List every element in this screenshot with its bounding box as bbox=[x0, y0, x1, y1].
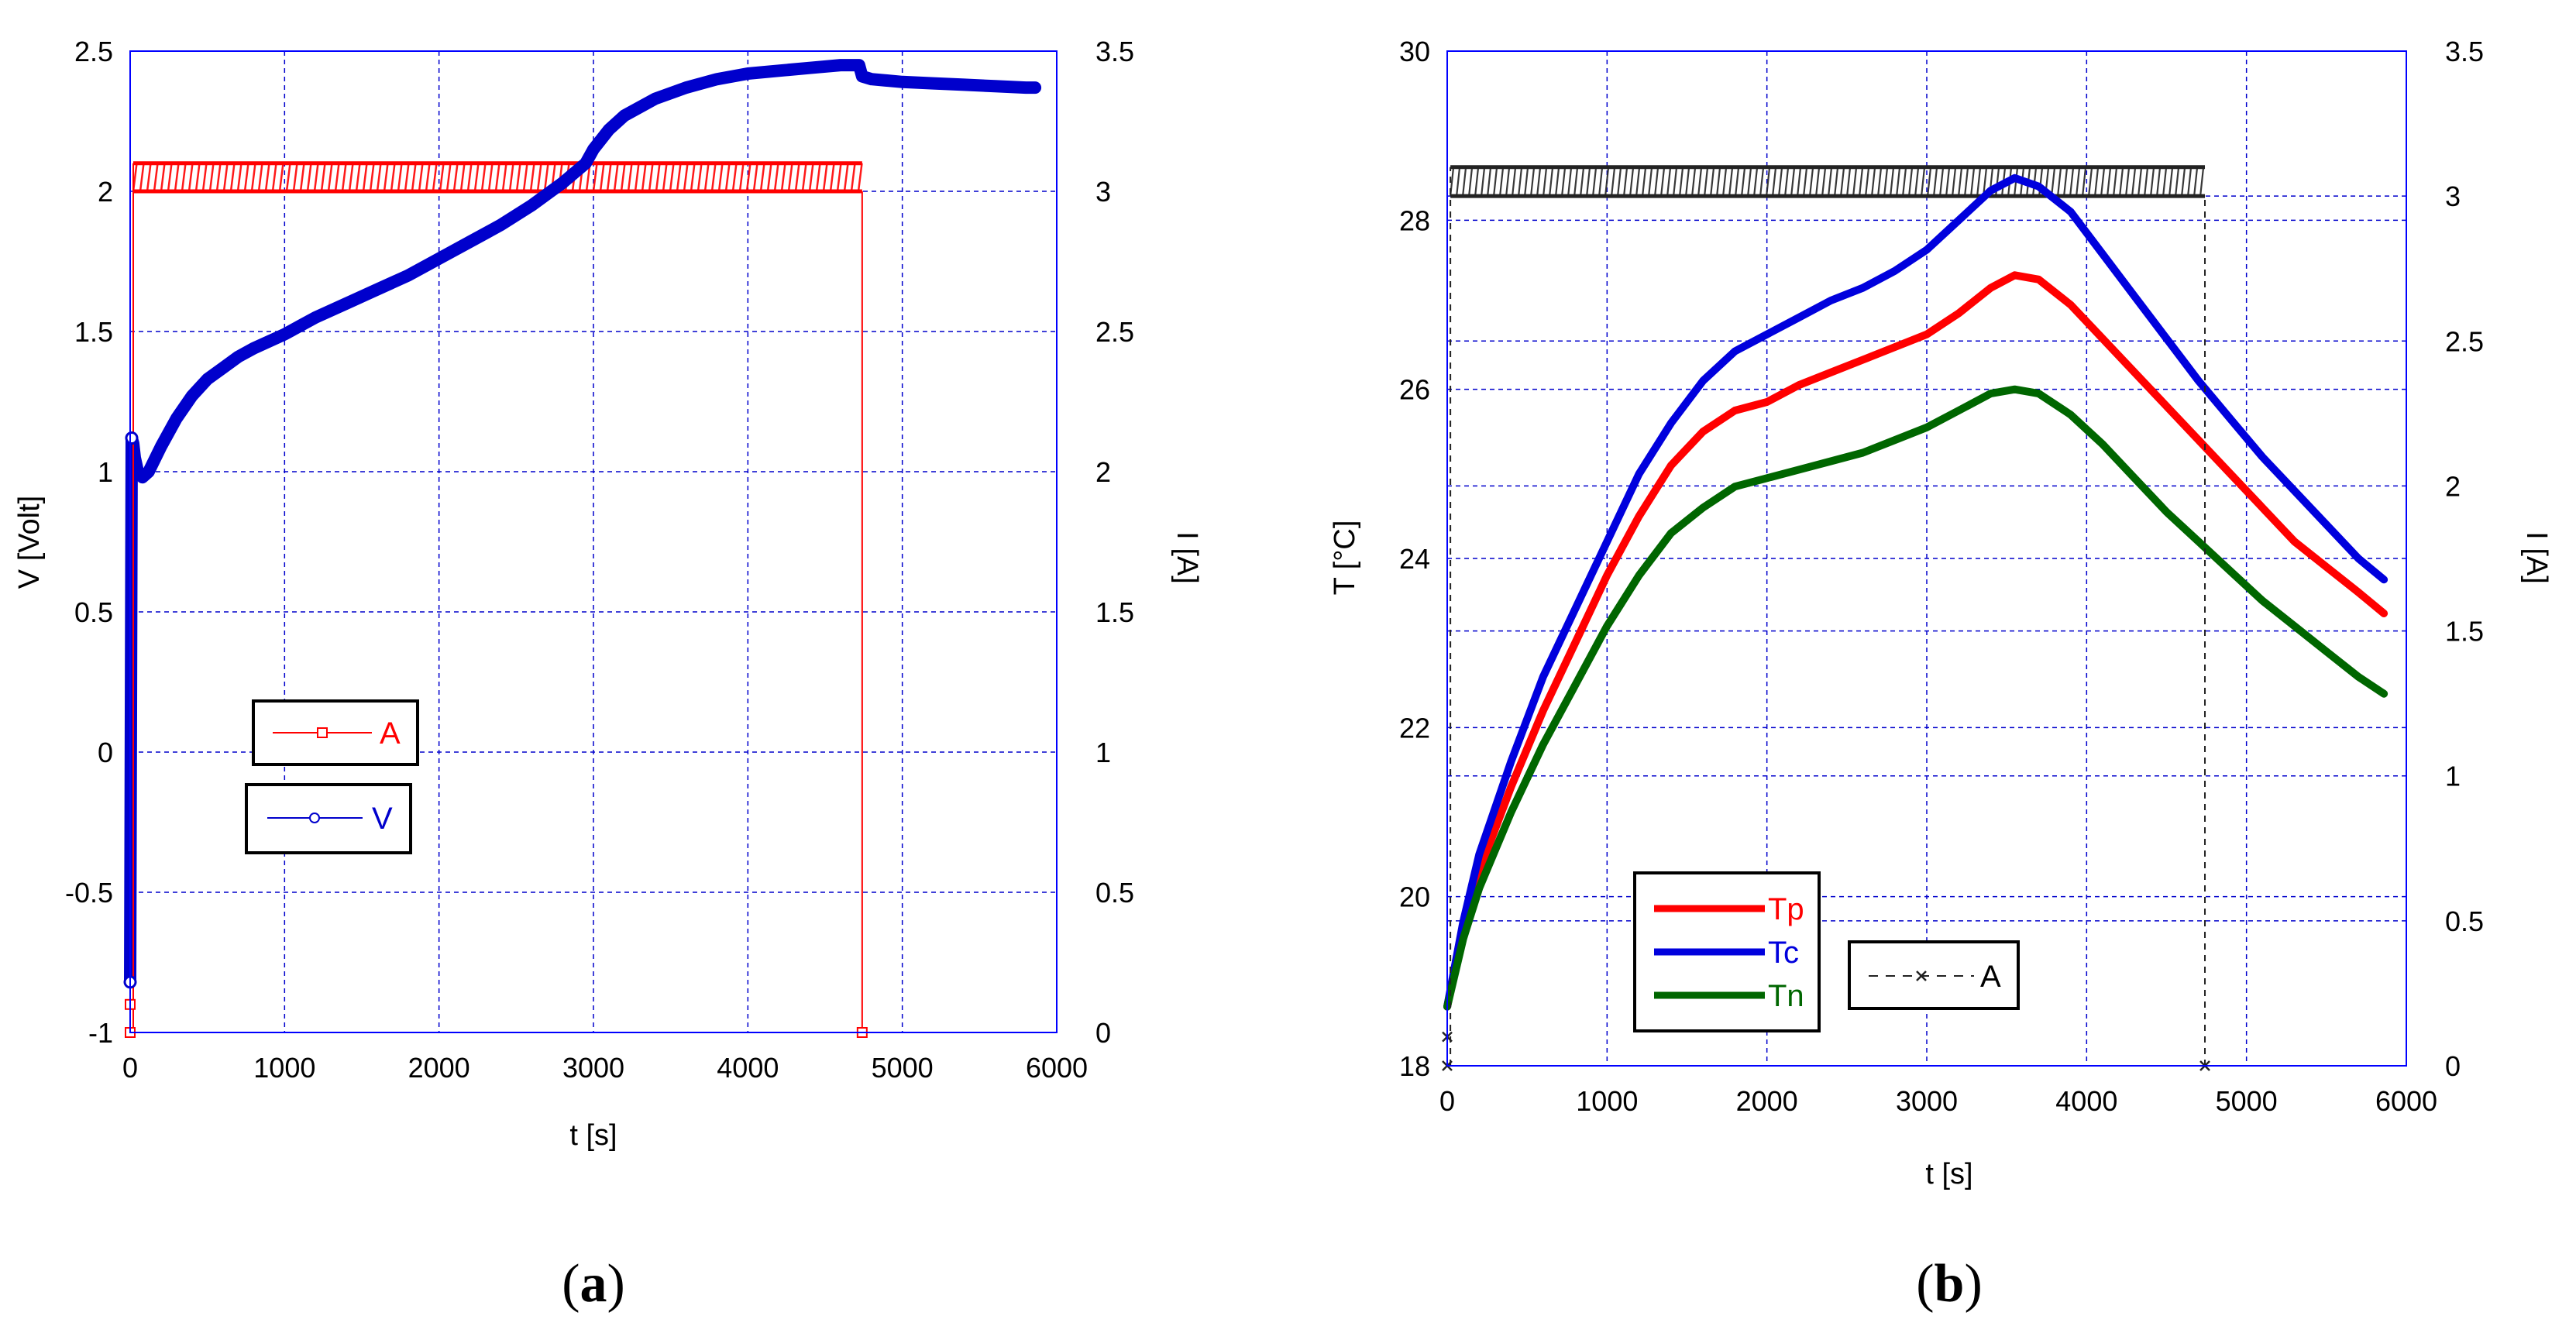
chart-b-x-ticks: 0 1000 2000 3000 4000 5000 6000 bbox=[1439, 1085, 2437, 1117]
x-tick-label: 4000 bbox=[717, 1052, 779, 1084]
x-tick-label: 6000 bbox=[1026, 1052, 1088, 1084]
y-tick-label: 30 bbox=[1399, 36, 1430, 67]
chart-b-legend-tc-label: Tc bbox=[1768, 936, 1799, 970]
y2-tick-label: 2.5 bbox=[2445, 325, 2484, 357]
chart-a-y-label: V [Volt] bbox=[13, 496, 46, 589]
chart-a-legend-voltage: V bbox=[245, 783, 412, 854]
x-tick-label: 1000 bbox=[1576, 1085, 1638, 1117]
chart-b-grid bbox=[1447, 51, 2406, 1066]
chart-b-legend-current-box bbox=[1848, 940, 2020, 1010]
x-tick-label: 0 bbox=[122, 1052, 138, 1084]
y2-tick-label: 0.5 bbox=[2445, 905, 2484, 937]
chart-b-panel-label: (b) bbox=[1916, 1254, 1983, 1314]
y2-tick-label: 2.5 bbox=[1095, 316, 1134, 348]
x-tick-label: 3000 bbox=[1896, 1085, 1958, 1117]
current-band-zigzag bbox=[132, 163, 863, 192]
y-tick-label: 2 bbox=[98, 176, 113, 208]
chart-b-panel-label-letter: b bbox=[1935, 1254, 1965, 1314]
chart-a-y-ticks: -1 -0.5 0 0.5 1 1.5 2 2.5 bbox=[65, 36, 113, 1049]
chart-a-panel-label-letter: a bbox=[580, 1254, 607, 1314]
chart-a-legend-voltage-label: V bbox=[372, 802, 393, 836]
chart-a-legend-current-label: A bbox=[380, 716, 401, 751]
chart-a-legend-current: A bbox=[252, 699, 419, 766]
chart-b-legend-current-marker bbox=[1916, 971, 1927, 981]
chart-b-x-label: t [s] bbox=[1925, 1158, 1972, 1190]
chart-a-legend-voltage-marker bbox=[309, 813, 320, 823]
series-line-V bbox=[124, 59, 1042, 988]
y2-tick-label: 2 bbox=[2445, 470, 2461, 502]
chart-b-markers bbox=[1442, 1031, 2210, 1071]
x-tick-label: 1000 bbox=[253, 1052, 315, 1084]
x-tick-label: 3000 bbox=[562, 1052, 624, 1084]
series-line-Tp bbox=[1443, 271, 2389, 1011]
y2-tick-label: 1 bbox=[2445, 761, 2461, 792]
x-tick-label: 6000 bbox=[2375, 1085, 2437, 1117]
series-line-Tc bbox=[1443, 173, 2389, 1011]
chart-a-current-band bbox=[132, 161, 863, 194]
chart-a-series bbox=[124, 59, 1042, 1032]
chart-a-panel-label: (a) bbox=[562, 1254, 625, 1314]
y2-tick-label: 2 bbox=[1095, 456, 1111, 488]
y-tick-label: 22 bbox=[1399, 712, 1430, 744]
series-line-Tn bbox=[1443, 385, 2389, 1011]
chart-a-x-ticks: 0 1000 2000 3000 4000 5000 6000 bbox=[122, 1052, 1088, 1084]
chart-a-panel-label-open: ( bbox=[562, 1254, 580, 1314]
y2-tick-label: 3.5 bbox=[1095, 36, 1134, 67]
y-tick-label: 2.5 bbox=[74, 36, 113, 67]
chart-b-y-label: T [°C] bbox=[1329, 520, 1361, 596]
y-tick-label: 1 bbox=[98, 456, 113, 488]
chart-a-x-label: t [s] bbox=[569, 1119, 617, 1152]
y2-tick-label: 0 bbox=[1095, 1017, 1111, 1049]
x-tick-label: 0 bbox=[1439, 1085, 1455, 1117]
chart-b-plot-frame bbox=[1446, 50, 2407, 1067]
y2-tick-label: 1.5 bbox=[2445, 616, 2484, 648]
y-tick-label: 20 bbox=[1399, 881, 1430, 913]
y-tick-label: 26 bbox=[1399, 374, 1430, 406]
chart-b-y-ticks: 18 20 22 24 26 28 30 bbox=[1399, 36, 1430, 1082]
chart-b-y2-ticks: 0 0.5 1 1.5 2 2.5 3 3.5 bbox=[2445, 36, 2484, 1082]
chart-a-grid bbox=[130, 51, 1057, 1032]
y-tick-label: 24 bbox=[1399, 543, 1430, 575]
y2-tick-label: 1 bbox=[1095, 737, 1111, 768]
y2-tick-label: 3 bbox=[2445, 180, 2461, 212]
y2-tick-label: 3 bbox=[1095, 176, 1111, 208]
voltage-peak-marker bbox=[125, 431, 139, 445]
chart-b-legend-current: A bbox=[1848, 940, 2020, 1010]
chart-b-current-band bbox=[1450, 165, 2206, 198]
y-tick-label: 1.5 bbox=[74, 316, 113, 348]
chart-b-legend-tp-label: Tp bbox=[1768, 892, 1804, 926]
y-tick-label: -1 bbox=[88, 1017, 113, 1049]
y2-tick-label: 1.5 bbox=[1095, 596, 1134, 628]
chart-b: 0 1000 2000 3000 4000 5000 6000 18202224262830… bbox=[1329, 36, 2553, 1314]
y-tick-label: 0.5 bbox=[74, 596, 113, 628]
chart-b-series bbox=[1443, 167, 2389, 1066]
y-tick-label: -0.5 bbox=[65, 877, 113, 909]
y-tick-label: 0 bbox=[98, 737, 113, 768]
y2-tick-label: 0.5 bbox=[1095, 877, 1134, 909]
chart-a-y2-label: I [A] bbox=[1171, 531, 1203, 584]
y-tick-label: 28 bbox=[1399, 204, 1430, 236]
chart-a-plot-frame bbox=[129, 50, 1058, 1033]
chart-b-panel-label-close: ) bbox=[1964, 1254, 1982, 1314]
chart-b-legend-tn-label: Tn bbox=[1768, 979, 1804, 1013]
y2-tick-label: 0 bbox=[2445, 1050, 2461, 1082]
chart-b-legend-current-label: A bbox=[1980, 960, 2001, 994]
chart-b-legend-temperature: Tp Tc Tn bbox=[1633, 871, 1821, 1032]
current-band-zigzag bbox=[1450, 167, 2205, 197]
x-tick-label: 5000 bbox=[2216, 1085, 2278, 1117]
chart-a-panel-label-close: ) bbox=[607, 1254, 625, 1314]
chart-a-legend-current-marker bbox=[317, 727, 328, 738]
x-tick-label: 5000 bbox=[872, 1052, 934, 1084]
y-tick-label: 18 bbox=[1399, 1050, 1430, 1082]
x-tick-label: 4000 bbox=[2055, 1085, 2117, 1117]
chart-a: 0 1000 2000 3000 4000 5000 6000 -1 -0.5 0 0.5 1 1.5… bbox=[13, 36, 1203, 1314]
chart-a-markers bbox=[123, 431, 868, 1038]
chart-b-y2-label: I [A] bbox=[2520, 531, 2553, 584]
x-tick-label: 2000 bbox=[1736, 1085, 1798, 1117]
chart-a-y2-ticks: 0 0.5 1 1.5 2 2.5 3 3.5 bbox=[1095, 36, 1134, 1049]
y2-tick-label: 3.5 bbox=[2445, 36, 2484, 67]
x-tick-label: 2000 bbox=[408, 1052, 470, 1084]
chart-b-panel-label-open: ( bbox=[1916, 1254, 1934, 1314]
